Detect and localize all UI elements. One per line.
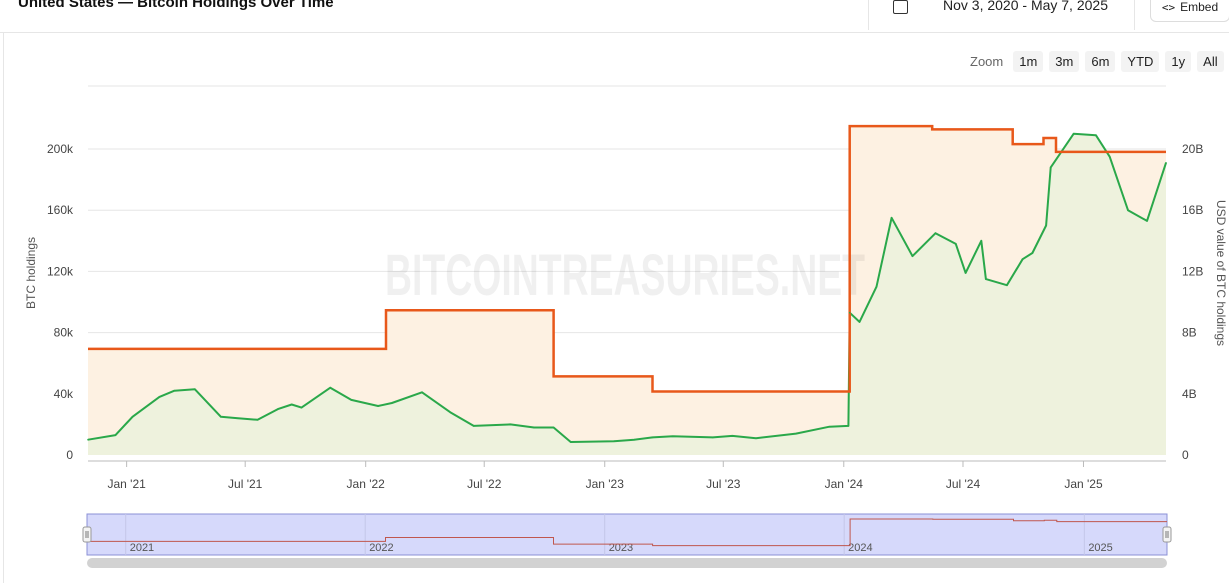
page-title: United States — Bitcoin Holdings Over Ti… xyxy=(18,0,334,11)
embed-label: Embed xyxy=(1180,0,1219,14)
zoom-6m-button[interactable]: 6m xyxy=(1085,50,1116,72)
zoom-label: Zoom xyxy=(970,53,1004,69)
zoom-controls: Zoom 1m 3m 6m YTD 1y All xyxy=(970,50,1224,72)
zoom-1m-button[interactable]: 1m xyxy=(1013,50,1044,72)
calendar-icon xyxy=(893,0,908,14)
date-range-text: Nov 3, 2020 - May 7, 2025 xyxy=(943,0,1108,13)
zoom-all-button[interactable]: All xyxy=(1197,50,1224,72)
chart-card xyxy=(3,33,1227,583)
zoom-3m-button[interactable]: 3m xyxy=(1049,50,1080,72)
zoom-1y-button[interactable]: 1y xyxy=(1165,50,1192,72)
embed-button[interactable]: <> Embed xyxy=(1150,0,1229,22)
header-bar: United States — Bitcoin Holdings Over Ti… xyxy=(0,0,1229,33)
code-icon: <> xyxy=(1161,0,1176,14)
date-range-picker[interactable]: Nov 3, 2020 - May 7, 2025 xyxy=(868,0,1135,30)
zoom-ytd-button[interactable]: YTD xyxy=(1121,50,1160,72)
